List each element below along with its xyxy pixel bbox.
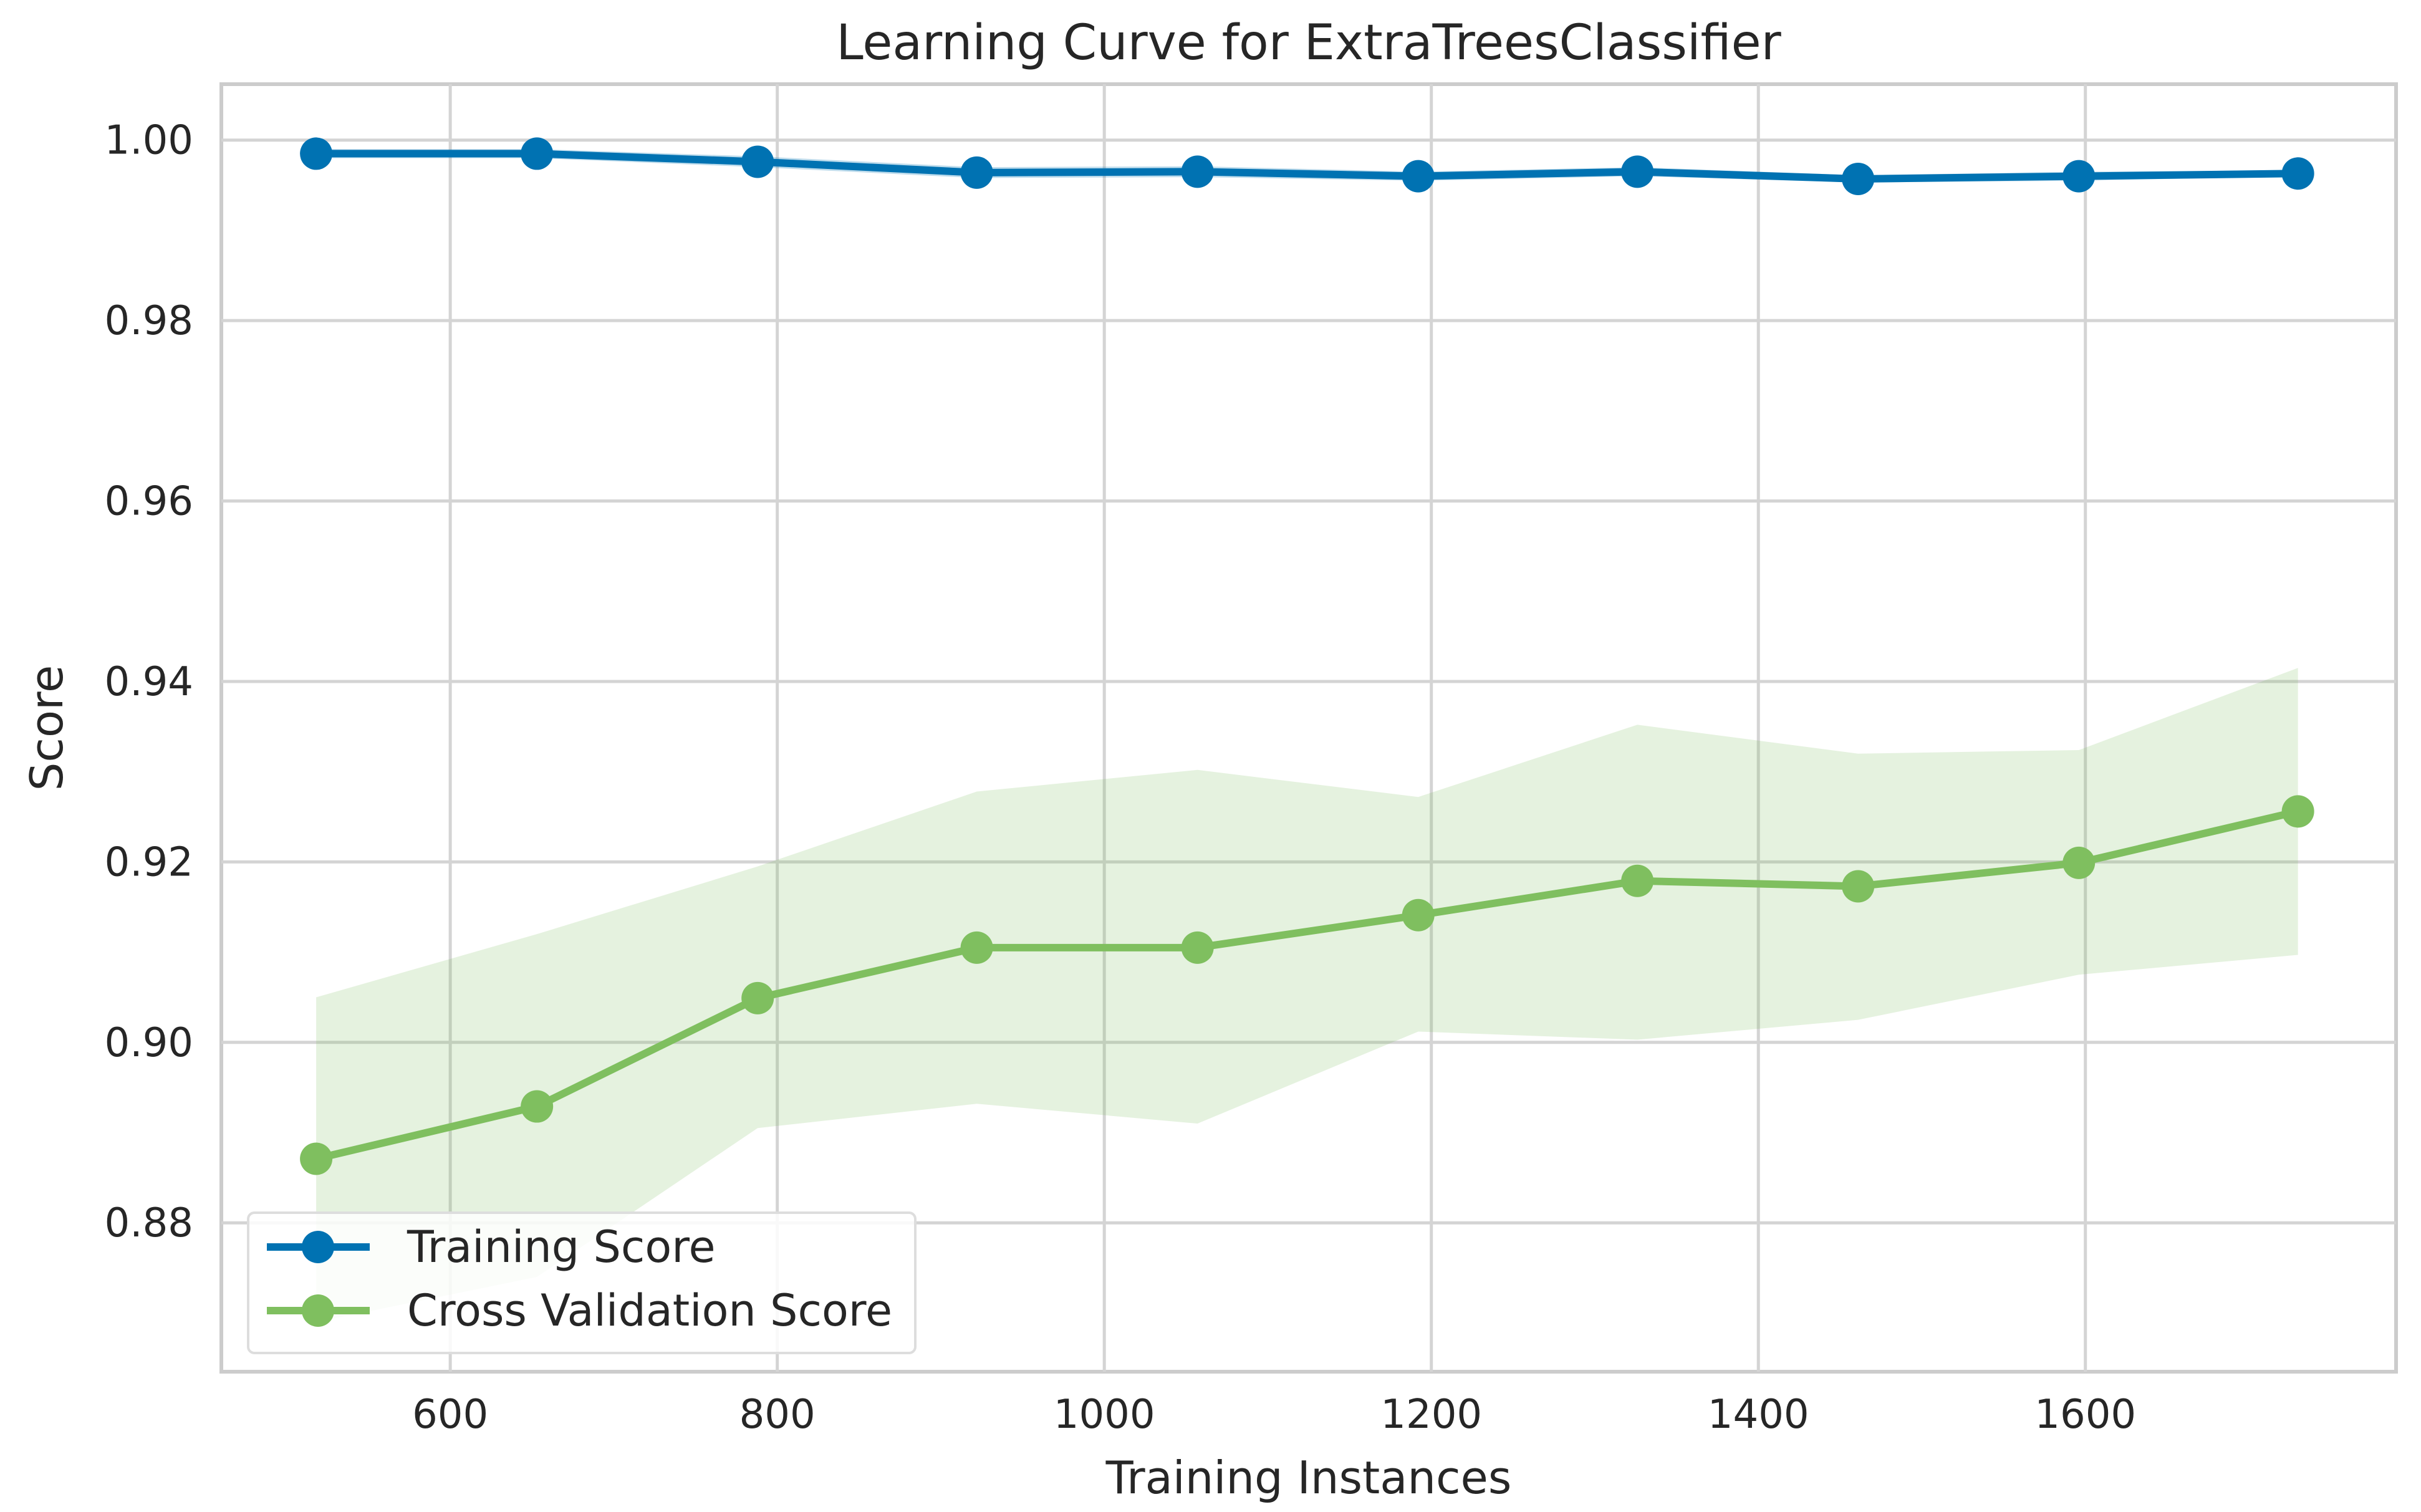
y-tick-label: 0.96: [105, 479, 194, 525]
training-score-point: [1402, 160, 1435, 193]
y-axis-label: Score: [21, 665, 73, 791]
x-tick-label: 600: [412, 1392, 488, 1438]
y-tick-label: 0.88: [105, 1200, 194, 1246]
y-tick-label: 0.90: [105, 1020, 194, 1066]
x-tick-label: 1600: [2034, 1392, 2136, 1438]
x-tick-label: 800: [739, 1392, 816, 1438]
cross-validation-score-point: [1402, 898, 1435, 932]
y-tick-label: 0.92: [105, 839, 194, 885]
series-lines: [315, 150, 2299, 1163]
plot-area: [219, 82, 2398, 1374]
training-score-point: [2062, 160, 2096, 193]
series-points: [300, 137, 2314, 1175]
training-score-point: [1181, 155, 1214, 188]
x-tick-label: 1400: [1708, 1392, 1809, 1438]
legend-cross-validation-score-marker: [302, 1294, 334, 1327]
legend-training-score-label: Training Score: [407, 1221, 716, 1273]
cross-validation-score-point: [960, 931, 993, 964]
legend-training-score-marker: [302, 1231, 334, 1263]
y-tick-label: 0.98: [105, 298, 194, 344]
legend: Training Score Cross Validation Score: [247, 1211, 917, 1354]
legend-cross-validation-score-label: Cross Validation Score: [407, 1285, 892, 1336]
cross-validation-score-point: [300, 1142, 333, 1175]
cross-validation-score-point: [2281, 795, 2314, 828]
y-tick-label: 1.00: [105, 118, 194, 164]
x-tick-label: 1200: [1380, 1392, 1482, 1438]
x-axis-label: Training Instances: [1105, 1452, 1512, 1504]
cross-validation-score-point: [2062, 846, 2096, 879]
cross-validation-score-point: [1842, 870, 1875, 903]
training-score-point: [521, 137, 554, 170]
y-tick-label: 0.94: [105, 659, 194, 705]
chart-title: Learning Curve for ExtraTreesClassifier: [836, 15, 1781, 71]
cross-validation-score-line: [315, 807, 2299, 1163]
training-score-point: [960, 156, 993, 189]
training-score-point: [300, 137, 333, 170]
training-score-point: [741, 145, 774, 178]
training-score-point: [1621, 155, 1654, 188]
cross-validation-score-point: [521, 1090, 554, 1123]
cross-validation-score-point: [1621, 864, 1654, 897]
training-score-line: [316, 150, 2298, 183]
cross-validation-score-point: [741, 981, 774, 1014]
cross-validation-score-band: [316, 668, 2298, 1322]
training-score-point: [2281, 157, 2314, 190]
training-score-point: [1842, 162, 1875, 195]
x-tick-label: 1000: [1054, 1392, 1155, 1438]
legend-box: [247, 1211, 917, 1354]
cross-validation-score-point: [1181, 931, 1214, 964]
y-axis-ticks: 0.88 0.90 0.92 0.94 0.96 0.98 1.00: [105, 118, 194, 1247]
x-axis-ticks: 600 800 1000 1200 1400 1600: [412, 1392, 2136, 1438]
